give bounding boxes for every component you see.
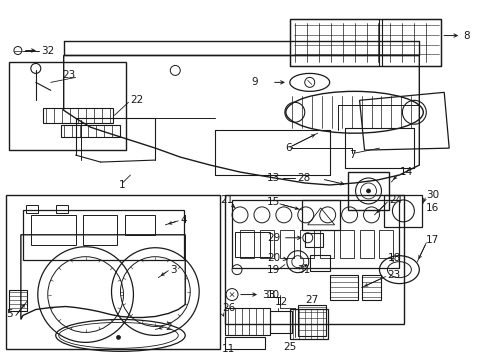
Circle shape: [366, 189, 370, 193]
Text: 29: 29: [266, 233, 280, 243]
Text: 12: 12: [274, 297, 287, 306]
Bar: [279, 230, 293, 258]
Bar: [304, 233, 322, 247]
Bar: [297, 305, 325, 336]
Text: 33: 33: [262, 289, 275, 300]
Bar: [224, 195, 404, 324]
Text: 30: 30: [426, 190, 439, 200]
Circle shape: [116, 336, 120, 339]
Text: 32: 32: [41, 45, 54, 55]
Bar: [299, 230, 313, 258]
Bar: [384, 195, 422, 227]
Bar: [269, 311, 291, 333]
Text: 10: 10: [266, 289, 280, 300]
Bar: [125, 215, 155, 235]
Bar: [347, 172, 388, 210]
Text: 23: 23: [62, 71, 76, 80]
Bar: [329, 275, 357, 300]
Text: 26: 26: [222, 302, 235, 312]
Bar: [26, 205, 38, 213]
Text: 3: 3: [170, 265, 177, 275]
Text: 9: 9: [251, 77, 258, 87]
Bar: [9, 289, 27, 311]
Text: 19: 19: [266, 265, 280, 275]
Text: 2: 2: [165, 323, 172, 332]
Text: 22: 22: [130, 95, 143, 105]
Bar: [232, 200, 399, 268]
Text: 7: 7: [349, 150, 355, 160]
Bar: [224, 337, 264, 349]
Text: 21: 21: [220, 195, 233, 205]
Bar: [361, 275, 381, 300]
Bar: [240, 230, 253, 258]
Text: 1: 1: [118, 180, 125, 190]
Bar: [42, 108, 112, 123]
Bar: [382, 19, 440, 67]
Bar: [61, 125, 120, 137]
Bar: [56, 205, 67, 213]
Text: 4: 4: [180, 215, 186, 225]
Text: 8: 8: [462, 31, 469, 41]
Text: 14: 14: [399, 167, 412, 177]
Bar: [289, 19, 440, 67]
Bar: [9, 62, 126, 150]
Bar: [309, 255, 329, 271]
Bar: [260, 230, 273, 258]
Bar: [379, 230, 393, 258]
Text: 20: 20: [266, 253, 280, 263]
Bar: [319, 230, 333, 258]
Text: 13: 13: [266, 173, 280, 183]
Bar: [359, 230, 373, 258]
Bar: [289, 19, 379, 67]
Bar: [339, 230, 353, 258]
Text: 5: 5: [6, 310, 13, 319]
Text: 15: 15: [266, 197, 280, 207]
Bar: [82, 215, 117, 245]
Text: 6: 6: [285, 143, 291, 153]
Bar: [31, 215, 76, 245]
Text: 31: 31: [296, 265, 309, 275]
Text: 16: 16: [426, 203, 439, 213]
Bar: [6, 195, 220, 349]
Text: 25: 25: [283, 342, 296, 352]
Text: 27: 27: [304, 294, 317, 305]
Text: 17: 17: [426, 235, 439, 245]
Text: 11: 11: [222, 345, 235, 354]
Text: 28: 28: [296, 173, 309, 183]
Bar: [23, 210, 184, 260]
Bar: [301, 200, 339, 230]
Bar: [235, 232, 269, 257]
Text: 24: 24: [388, 195, 402, 205]
Bar: [289, 310, 327, 339]
Text: 23: 23: [386, 270, 400, 280]
Text: 18: 18: [386, 253, 400, 263]
Bar: [224, 307, 269, 336]
